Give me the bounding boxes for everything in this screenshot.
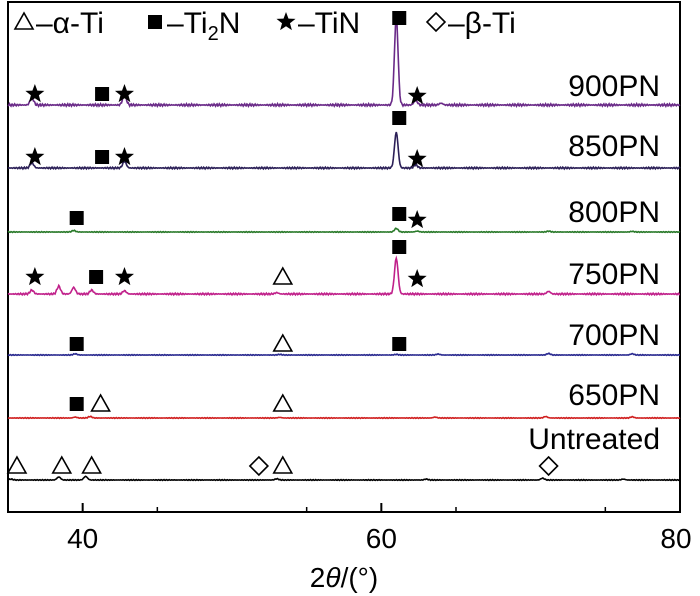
xrd-pattern-line (7, 415, 681, 420)
star-marker (407, 86, 427, 105)
diamond-marker (538, 455, 559, 477)
sample-label: Untreated (528, 423, 660, 456)
star-marker (407, 269, 427, 288)
x-tick-label: 40 (67, 523, 98, 554)
star-icon (276, 12, 296, 31)
triangle-marker (272, 393, 294, 412)
xrd-pattern-line (7, 227, 681, 234)
legend-item: –Ti2N (148, 7, 240, 45)
x-tick-label: 60 (366, 523, 397, 554)
series-900pn: 900PN (7, 11, 681, 109)
legend-item: –β-Ti (425, 7, 516, 40)
star-marker (25, 267, 45, 286)
triangle-marker (51, 455, 73, 474)
x-axis-title: 2θ/(°) (310, 562, 378, 593)
legend: –α-Ti –Ti2N –TiN –β-Ti (13, 7, 516, 45)
legend-item: –α-Ti (13, 7, 104, 40)
triangle-marker (272, 455, 294, 474)
series-750pn: 750PN (7, 240, 681, 297)
triangle-marker (81, 455, 102, 474)
xrd-pattern-line (7, 255, 681, 297)
x-axis: 40 60 80 (67, 503, 692, 554)
square-marker (392, 11, 407, 25)
square-marker (392, 207, 407, 221)
star-marker (407, 149, 427, 168)
square-marker (95, 87, 110, 101)
sample-label: 850PN (568, 130, 660, 163)
diamond-marker (248, 455, 270, 477)
star-marker (114, 147, 134, 166)
star-marker (114, 84, 134, 103)
legend-label: –TiN (298, 7, 360, 40)
star-marker (114, 267, 134, 286)
square-marker (69, 397, 84, 411)
square-marker (69, 211, 84, 225)
sample-label: 900PN (568, 70, 660, 103)
sample-label: 800PN (568, 196, 660, 229)
star-marker (407, 210, 427, 229)
star-marker (25, 147, 45, 166)
diamond-icon (425, 11, 447, 33)
square-icon (148, 15, 162, 29)
star-marker (25, 84, 45, 103)
sample-label: 650PN (568, 379, 660, 412)
legend-label: –Ti2N (167, 7, 240, 45)
legend-label: –α-Ti (36, 7, 104, 40)
triangle-marker (6, 455, 28, 474)
xrd-pattern-line (7, 15, 681, 109)
triangle-marker (272, 266, 294, 285)
xrd-pattern-line (7, 131, 681, 171)
legend-item: –TiN (276, 7, 360, 40)
series-850pn: 850PN (7, 111, 681, 171)
square-marker (89, 270, 104, 284)
x-tick-label: 80 (660, 523, 691, 554)
sample-label: 700PN (568, 319, 660, 352)
square-marker (69, 337, 84, 351)
sample-label: 750PN (568, 258, 660, 291)
series-untreated: Untreated (6, 423, 681, 482)
square-marker (392, 337, 407, 351)
legend-label: –β-Ti (448, 7, 516, 40)
square-marker (392, 111, 407, 125)
series-800pn: 800PN (7, 196, 681, 234)
plot-frame (7, 1, 681, 513)
triangle-marker (272, 333, 294, 352)
xrd-pattern-line (7, 352, 681, 357)
xrd-pattern-line (7, 475, 681, 482)
square-marker (95, 150, 110, 164)
square-marker (392, 240, 407, 254)
triangle-marker (90, 393, 111, 412)
triangle-icon (13, 11, 35, 30)
series-650pn: 650PN (7, 379, 681, 420)
series-layer: 900PN 850PN 800PN 750PN 700PN 650PN Untreated (6, 11, 681, 482)
series-700pn: 700PN (7, 319, 681, 357)
